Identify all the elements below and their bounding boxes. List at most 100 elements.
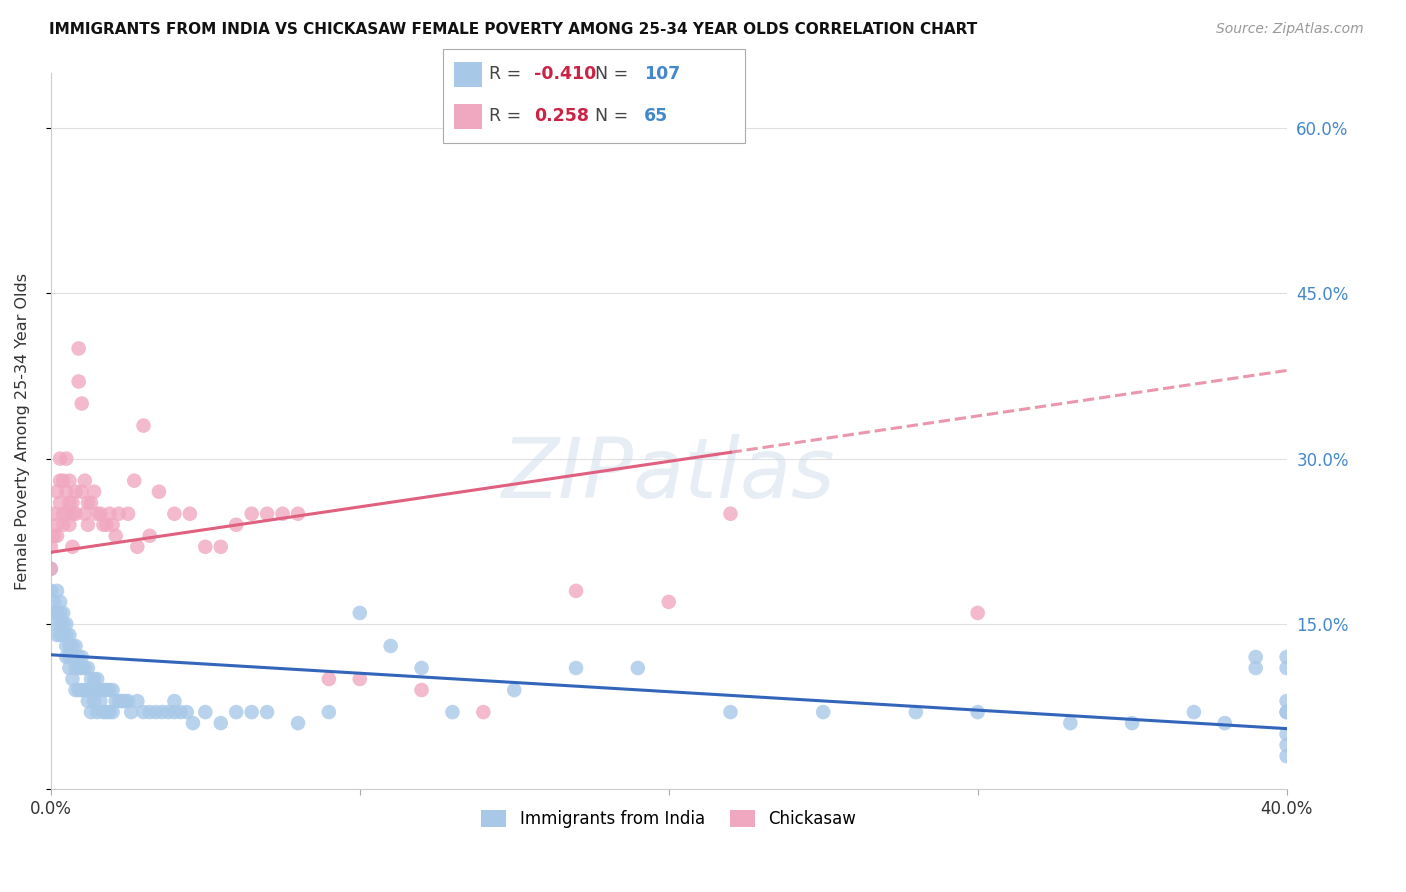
Point [145,705,167,719]
Text: 0.258: 0.258 [534,108,589,126]
Point [83,484,105,499]
Point [73,683,96,698]
Point [93,517,115,532]
Point [225,517,247,532]
Point [80,705,103,719]
Point [65,683,87,698]
Point [65,507,87,521]
Point [49,451,72,466]
Point [42,616,65,631]
Point [52,474,75,488]
Point [132,418,155,433]
Point [194,540,217,554]
Point [62,672,84,686]
Point [86,705,108,719]
Point [77,661,100,675]
Point [966,606,988,620]
Point [55,484,77,499]
Point [966,705,988,719]
Point [565,661,588,675]
Point [181,716,204,731]
Point [58,661,80,675]
Point [101,517,124,532]
Point [1182,705,1205,719]
Point [1275,727,1298,741]
Point [1244,650,1267,665]
Text: 65: 65 [644,108,668,126]
Text: R =: R = [489,65,527,83]
Point [55,451,77,466]
Point [80,496,103,510]
Point [89,694,111,708]
Point [107,507,129,521]
Point [101,705,124,719]
Point [411,683,433,698]
Point [39,562,62,576]
Point [176,705,198,719]
Point [77,496,100,510]
Point [658,595,681,609]
Point [86,683,108,698]
Point [132,705,155,719]
Point [271,507,294,521]
Point [89,683,111,698]
Point [96,705,118,719]
Point [287,507,309,521]
Point [811,705,834,719]
Point [1275,694,1298,708]
Point [157,705,180,719]
Point [55,507,77,521]
Y-axis label: Female Poverty Among 25-34 Year Olds: Female Poverty Among 25-34 Year Olds [15,273,30,590]
Point [1275,705,1298,719]
Point [904,705,927,719]
Point [70,683,93,698]
Point [52,606,75,620]
Point [39,540,62,554]
Point [209,540,232,554]
Point [138,529,160,543]
Point [39,583,62,598]
Point [73,507,96,521]
Point [101,683,124,698]
Point [55,628,77,642]
Point [73,661,96,675]
Point [720,507,742,521]
Point [73,474,96,488]
Point [46,529,69,543]
Point [1121,716,1143,731]
Point [65,639,87,653]
Point [111,694,134,708]
Point [49,595,72,609]
Point [1275,749,1298,764]
Point [67,342,90,356]
Point [150,705,173,719]
Point [62,540,84,554]
Point [256,705,278,719]
Point [49,628,72,642]
Point [52,628,75,642]
Text: N =: N = [595,108,634,126]
Point [1244,661,1267,675]
Point [225,705,247,719]
Point [62,496,84,510]
Point [67,650,90,665]
Point [58,639,80,653]
Point [720,705,742,719]
Text: N =: N = [595,65,634,83]
Point [52,507,75,521]
Point [49,474,72,488]
Point [42,507,65,521]
Point [42,529,65,543]
Point [318,705,340,719]
Point [42,606,65,620]
Text: -0.410: -0.410 [534,65,596,83]
Point [179,507,201,521]
Text: IMMIGRANTS FROM INDIA VS CHICKASAW FEMALE POVERTY AMONG 25-34 YEAR OLDS CORRELAT: IMMIGRANTS FROM INDIA VS CHICKASAW FEMAL… [49,22,977,37]
Point [127,540,149,554]
Point [287,716,309,731]
Point [62,507,84,521]
Point [93,683,115,698]
Point [67,375,90,389]
Point [77,517,100,532]
Text: R =: R = [489,108,527,126]
